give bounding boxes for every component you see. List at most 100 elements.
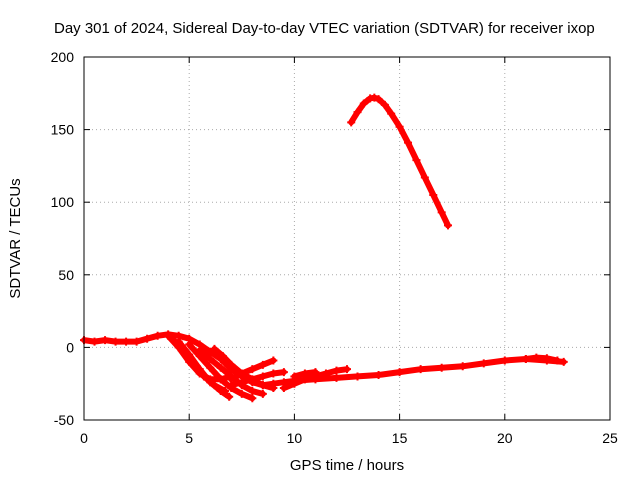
data-point xyxy=(90,337,99,346)
data-point xyxy=(532,353,541,362)
data-point xyxy=(279,368,288,377)
x-tick-label: 0 xyxy=(80,430,88,446)
data-point xyxy=(248,375,257,384)
data-point xyxy=(559,357,568,366)
data-point xyxy=(290,372,299,381)
data-point xyxy=(258,372,267,381)
data-point xyxy=(347,118,356,127)
data-point xyxy=(101,336,110,345)
data-point xyxy=(216,363,225,372)
series-line xyxy=(175,338,233,400)
series-track-c xyxy=(174,337,234,401)
data-point xyxy=(420,173,429,182)
plot-frame xyxy=(83,56,611,421)
data-point xyxy=(206,355,215,364)
data-point xyxy=(216,375,225,384)
data-point xyxy=(248,365,257,374)
data-point xyxy=(269,369,278,378)
data-point xyxy=(395,368,404,377)
data-point xyxy=(248,394,257,403)
data-point xyxy=(237,378,246,387)
data-point xyxy=(225,392,234,401)
data-point xyxy=(374,370,383,379)
data-point xyxy=(248,386,257,395)
data-point xyxy=(387,109,396,118)
y-tick-label: 100 xyxy=(51,194,75,210)
data-point xyxy=(143,334,152,343)
series-line xyxy=(522,354,561,364)
data-point xyxy=(437,363,446,372)
data-point xyxy=(380,100,389,109)
data-point xyxy=(300,369,309,378)
data-point xyxy=(437,208,446,217)
data-point xyxy=(269,384,278,393)
x-axis-label: GPS time / hours xyxy=(290,457,404,474)
y-tick-label: 0 xyxy=(66,339,74,355)
x-tick-label: 20 xyxy=(497,430,513,446)
series-track-k xyxy=(521,353,562,365)
x-tick-label: 15 xyxy=(392,430,408,446)
y-tick-label: -50 xyxy=(54,412,74,428)
data-point xyxy=(359,99,368,108)
data-point xyxy=(395,122,404,131)
data-point xyxy=(269,356,278,365)
data-point xyxy=(111,337,120,346)
series-arc-high xyxy=(347,93,452,230)
data-point xyxy=(412,156,421,165)
data-point xyxy=(343,365,351,374)
data-point xyxy=(500,356,509,365)
series-track-g xyxy=(227,356,278,384)
data-point xyxy=(321,369,330,378)
data-point xyxy=(185,340,194,349)
y-tick-label: 50 xyxy=(58,267,74,283)
data-point xyxy=(216,386,225,395)
data-point xyxy=(311,368,320,377)
data-point xyxy=(185,350,194,359)
data-point xyxy=(195,346,204,355)
data-point xyxy=(122,337,131,346)
data-point xyxy=(195,365,204,374)
data-point xyxy=(206,363,215,372)
axis-ticks: 0 5 10 15 20 25 -50 0 50 100 150 200 xyxy=(51,49,618,446)
data-point xyxy=(332,373,341,382)
data-point xyxy=(153,331,162,340)
data-point xyxy=(374,95,383,104)
data-point xyxy=(404,138,413,147)
y-tick-label: 200 xyxy=(51,49,75,65)
x-tick-label: 25 xyxy=(602,430,618,446)
plot-area xyxy=(80,93,568,403)
data-point xyxy=(206,378,215,387)
grid-lines xyxy=(84,57,610,420)
data-point xyxy=(429,190,438,199)
series-track-d xyxy=(185,340,257,403)
data-point xyxy=(553,356,562,365)
data-point xyxy=(258,389,267,398)
series-track-h xyxy=(227,368,288,390)
series-track-j xyxy=(290,368,320,381)
series-line xyxy=(81,331,567,389)
data-point xyxy=(458,362,467,371)
data-point xyxy=(168,334,177,343)
data-point xyxy=(521,355,530,364)
data-point xyxy=(332,366,341,375)
data-point xyxy=(218,352,227,361)
data-point xyxy=(237,369,246,378)
data-point xyxy=(290,379,299,388)
series-baseline xyxy=(80,330,568,390)
data-point xyxy=(227,360,236,369)
y-axis-label: SDTVAR / TECUs xyxy=(7,178,24,298)
x-tick-label: 5 xyxy=(185,430,193,446)
data-point xyxy=(370,93,379,102)
data-point xyxy=(237,389,246,398)
data-point xyxy=(210,344,219,353)
data-point xyxy=(132,337,141,346)
y-tick-label: 150 xyxy=(51,122,75,138)
data-point xyxy=(479,359,488,368)
data-point xyxy=(174,337,183,346)
data-point xyxy=(542,354,551,363)
data-point xyxy=(258,360,267,369)
x-tick-label: 10 xyxy=(287,430,303,446)
data-point xyxy=(258,381,267,390)
data-point xyxy=(164,331,173,340)
